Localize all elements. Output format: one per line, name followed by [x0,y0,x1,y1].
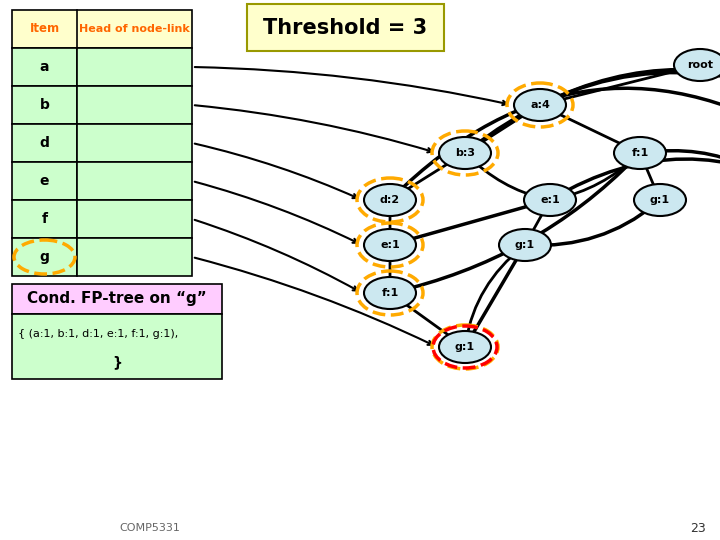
FancyArrowPatch shape [194,258,433,345]
FancyArrowPatch shape [552,159,720,199]
FancyArrowPatch shape [467,251,521,345]
Text: { (a:1, b:1, d:1, e:1, f:1, g:1),: { (a:1, b:1, d:1, e:1, f:1, g:1), [18,329,179,339]
FancyArrowPatch shape [387,248,393,287]
Text: a:4: a:4 [530,100,550,110]
Text: f: f [42,212,48,226]
FancyArrowPatch shape [542,106,635,151]
Text: a: a [40,60,49,74]
Text: g:1: g:1 [650,195,670,205]
FancyArrowPatch shape [194,182,357,243]
Text: f:1: f:1 [382,288,399,298]
FancyArrowPatch shape [643,151,720,239]
Ellipse shape [439,331,491,363]
FancyArrowPatch shape [467,155,544,200]
FancyArrowPatch shape [392,88,720,198]
Ellipse shape [634,184,686,216]
Text: d:2: d:2 [380,195,400,205]
Bar [12,284,222,314]
Ellipse shape [439,137,491,169]
Bar [12,238,77,276]
Ellipse shape [364,184,416,216]
FancyArrowPatch shape [195,67,507,105]
Bar [12,10,192,48]
Text: COMP5331: COMP5331 [120,523,181,533]
Text: root: root [687,60,713,70]
FancyArrowPatch shape [641,156,658,194]
Text: g: g [40,250,50,264]
Bar [12,48,77,86]
Bar [77,238,192,276]
Text: g:1: g:1 [515,240,535,250]
Ellipse shape [364,277,416,309]
Text: Item: Item [30,23,60,36]
FancyArrowPatch shape [542,70,720,104]
FancyArrowPatch shape [528,204,655,245]
Text: g:1: g:1 [455,342,475,352]
Text: b: b [40,98,50,112]
Bar [12,86,77,124]
Text: f:1: f:1 [631,148,649,158]
Text: e:1: e:1 [540,195,560,205]
FancyArrowPatch shape [556,155,638,200]
FancyArrowPatch shape [395,154,463,197]
FancyArrowPatch shape [194,144,357,198]
FancyArrowPatch shape [470,106,538,150]
FancyArrowPatch shape [387,203,393,239]
Text: }: } [112,355,122,369]
Ellipse shape [499,229,551,261]
FancyArrowPatch shape [194,220,358,291]
FancyArrowPatch shape [703,66,720,104]
FancyArrowPatch shape [392,295,460,343]
FancyBboxPatch shape [247,4,444,51]
FancyArrowPatch shape [464,247,523,341]
Text: Head of node-link: Head of node-link [79,24,190,34]
Bar [77,48,192,86]
FancyArrowPatch shape [528,202,549,240]
Bar [77,86,192,124]
FancyArrowPatch shape [195,105,432,152]
Bar [12,124,77,162]
Ellipse shape [614,137,666,169]
Ellipse shape [674,49,720,81]
Ellipse shape [364,229,416,261]
Text: e: e [40,174,49,188]
Ellipse shape [514,89,566,121]
FancyArrowPatch shape [392,158,635,292]
FancyArrowPatch shape [546,66,697,105]
Bar [77,124,192,162]
Text: d: d [40,136,50,150]
FancyArrowPatch shape [392,201,544,244]
Text: b:3: b:3 [455,148,475,158]
Text: Threshold = 3: Threshold = 3 [264,17,428,37]
Bar [12,162,77,200]
Bar [12,200,77,238]
Bar [77,162,192,200]
Bar [77,200,192,238]
Text: e:1: e:1 [380,240,400,250]
Ellipse shape [524,184,576,216]
Bar [12,314,222,379]
Text: 23: 23 [690,522,706,535]
Text: Cond. FP-tree on “g”: Cond. FP-tree on “g” [27,292,207,307]
FancyArrowPatch shape [467,72,720,151]
